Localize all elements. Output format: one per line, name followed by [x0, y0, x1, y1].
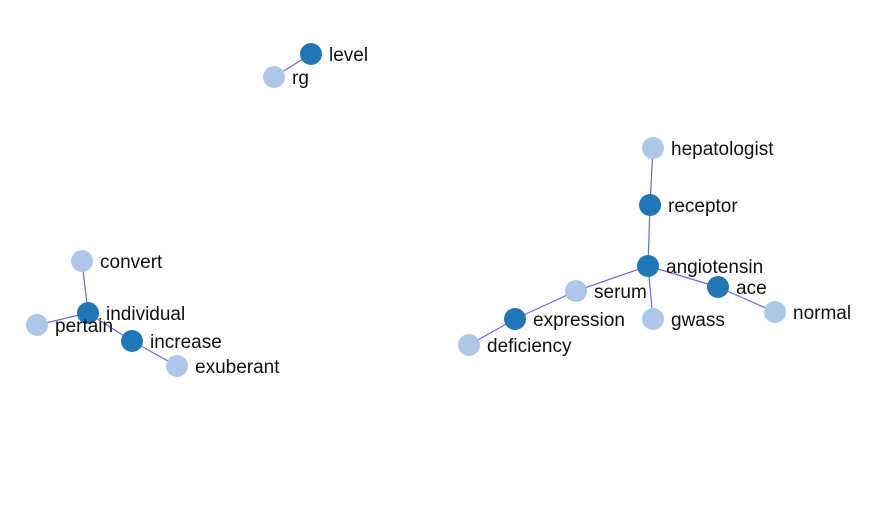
node-label-increase: increase: [150, 332, 222, 353]
node-label-level: level: [329, 45, 368, 66]
node-serum[interactable]: [565, 280, 587, 302]
node-label-serum: serum: [594, 282, 647, 303]
node-gwass[interactable]: [642, 308, 664, 330]
edge-angiotensin-serum: [575, 265, 649, 292]
node-hepatologist[interactable]: [642, 137, 664, 159]
node-individual[interactable]: [77, 302, 99, 324]
node-deficiency[interactable]: [458, 334, 480, 356]
node-expression[interactable]: [504, 308, 526, 330]
node-normal[interactable]: [764, 301, 786, 323]
node-convert[interactable]: [71, 250, 93, 272]
node-rg[interactable]: [263, 66, 285, 88]
node-label-normal: normal: [793, 303, 851, 324]
node-label-exuberant: exuberant: [195, 357, 280, 378]
node-level[interactable]: [300, 43, 322, 65]
node-pertain[interactable]: [26, 314, 48, 336]
node-label-convert: convert: [100, 252, 163, 273]
node-label-receptor: receptor: [668, 196, 738, 217]
node-label-individual: individual: [106, 304, 185, 325]
node-label-angiotensin: angiotensin: [666, 257, 763, 278]
node-ace[interactable]: [707, 276, 729, 298]
edge-serum-expression: [514, 290, 577, 320]
node-angiotensin[interactable]: [637, 255, 659, 277]
edge-angiotensin-ace: [647, 265, 719, 288]
node-label-deficiency: deficiency: [487, 336, 572, 357]
node-receptor[interactable]: [639, 194, 661, 216]
node-label-hepatologist: hepatologist: [671, 139, 774, 160]
node-label-expression: expression: [533, 310, 625, 331]
node-increase[interactable]: [121, 330, 143, 352]
nodes-layer: [26, 43, 786, 377]
node-label-pertain: pertain: [55, 316, 113, 337]
node-exuberant[interactable]: [166, 355, 188, 377]
node-label-rg: rg: [292, 68, 309, 89]
node-label-ace: ace: [736, 278, 767, 299]
node-label-gwass: gwass: [671, 310, 725, 331]
